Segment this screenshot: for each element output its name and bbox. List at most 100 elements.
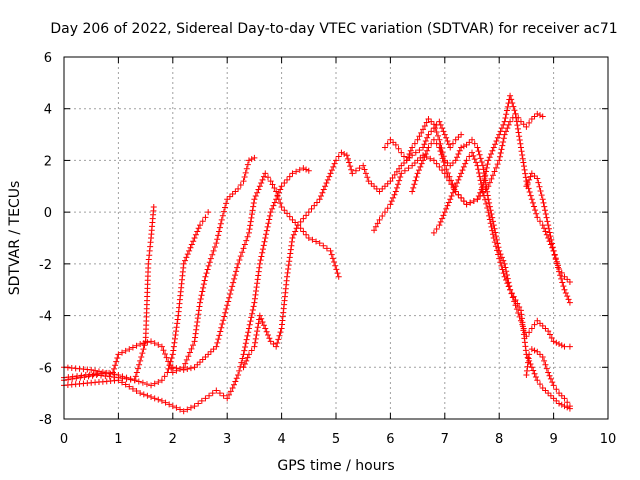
data-point [452, 157, 459, 164]
data-point [74, 373, 81, 380]
data-point [554, 264, 561, 271]
data-point [213, 343, 220, 350]
data-point [495, 251, 502, 258]
data-point [500, 138, 507, 145]
data-point [423, 119, 430, 126]
data-point [515, 309, 522, 316]
data-point [278, 183, 285, 190]
data-point [504, 125, 511, 132]
data-point [263, 231, 270, 238]
data-point [523, 183, 530, 190]
data-point [566, 343, 573, 350]
data-point [151, 395, 158, 402]
data-point [379, 213, 386, 220]
data-point [558, 392, 565, 399]
data-point [444, 138, 451, 145]
data-point [455, 150, 462, 157]
data-point [513, 118, 520, 125]
data-point [520, 163, 527, 170]
data-point [197, 222, 203, 229]
data-point [474, 196, 481, 203]
data-point [248, 314, 255, 321]
data-point [262, 325, 269, 332]
data-point [270, 341, 277, 348]
data-point [491, 239, 498, 246]
data-point [323, 180, 330, 187]
data-point [430, 121, 437, 128]
data-point [210, 247, 217, 254]
data-point [482, 172, 489, 179]
data-point [114, 354, 121, 361]
data-point [474, 162, 481, 169]
data-point [437, 148, 444, 155]
data-point [504, 280, 511, 287]
data-point [534, 175, 541, 182]
data-point [284, 176, 291, 183]
data-point [565, 296, 572, 303]
data-point [300, 165, 307, 172]
data-point [349, 170, 356, 177]
series-arc3 [61, 154, 258, 381]
data-point [545, 222, 552, 229]
y-tick-label: -4 [39, 310, 52, 325]
data-point [165, 358, 172, 365]
data-point [486, 216, 493, 223]
data-point [460, 198, 467, 205]
data-point [184, 251, 191, 258]
data-point [226, 294, 233, 301]
data-point [414, 136, 421, 143]
data-point [545, 369, 552, 376]
data-point [512, 110, 519, 117]
data-point [249, 207, 256, 214]
data-point [430, 229, 437, 236]
data-point [498, 254, 505, 261]
data-point [305, 167, 312, 174]
data-point [231, 381, 237, 388]
data-point [309, 236, 316, 243]
data-point [303, 166, 310, 173]
data-point [520, 121, 527, 128]
data-point [550, 338, 557, 345]
data-point [273, 343, 280, 350]
data-point [217, 328, 224, 335]
data-point [374, 220, 381, 227]
data-point [379, 185, 386, 192]
data-point [169, 364, 176, 371]
data-point [501, 260, 508, 267]
data-point [193, 326, 200, 333]
data-point [202, 214, 209, 221]
data-point [528, 325, 535, 332]
data-point [258, 315, 265, 322]
data-point [361, 166, 368, 173]
data-point [392, 141, 399, 148]
data-point [248, 347, 255, 354]
data-point [393, 184, 400, 191]
data-point [106, 373, 113, 380]
data-point [396, 165, 403, 172]
data-point [290, 231, 297, 238]
data-point [229, 384, 236, 391]
data-point [381, 183, 388, 190]
data-point [516, 303, 523, 310]
data-point [494, 134, 501, 141]
data-point [131, 377, 138, 384]
data-point [190, 238, 197, 245]
data-point [443, 166, 450, 173]
data-point [507, 118, 514, 125]
data-point [232, 272, 239, 279]
data-point [493, 138, 500, 145]
data-point [300, 228, 307, 235]
data-point [411, 181, 418, 188]
data-point [133, 342, 140, 349]
data-point [227, 388, 234, 395]
y-tick-label: 2 [44, 154, 52, 169]
data-point [155, 378, 162, 385]
data-point [497, 150, 504, 157]
data-point [414, 157, 421, 164]
data-point [542, 387, 549, 394]
data-point [328, 167, 335, 174]
data-point [486, 203, 493, 210]
data-point [537, 218, 543, 225]
data-point [191, 364, 198, 371]
data-point [549, 240, 556, 247]
